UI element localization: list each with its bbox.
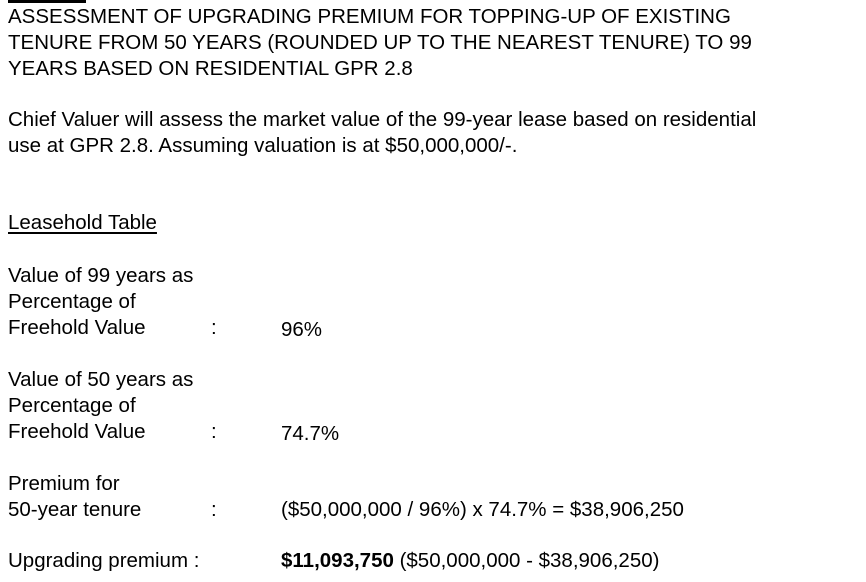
intro-paragraph: Chief Valuer will assess the market valu… — [8, 107, 860, 159]
leasehold-row-premium: Premium for 50-year tenure : ($50,000,00… — [8, 471, 860, 523]
title-line-2: TENURE FROM 50 YEARS (ROUNDED UP TO THE … — [8, 31, 752, 54]
row-label-line: Value of 99 years as — [8, 264, 194, 287]
intro-line-1: Chief Valuer will assess the market valu… — [8, 108, 757, 131]
row-value: 74.7% — [281, 422, 340, 445]
row-colon: : — [211, 420, 217, 443]
row-label: Premium for 50-year tenure — [8, 471, 860, 523]
row-colon: : — [211, 316, 217, 339]
row-label-line: Premium for — [8, 472, 120, 495]
leasehold-row-50-years: Value of 50 years as Percentage of Freeh… — [8, 367, 860, 445]
leasehold-row-99-years: Value of 99 years as Percentage of Freeh… — [8, 263, 860, 341]
upgrading-premium-amount: $11,093,750 — [281, 549, 394, 572]
row-label-line: Upgrading premium : — [8, 549, 200, 572]
row-label-line: Percentage of — [8, 290, 136, 313]
row-label: Value of 50 years as Percentage of Freeh… — [8, 367, 860, 445]
row-label-line: 50-year tenure — [8, 498, 142, 521]
leasehold-row-upgrading-premium: Upgrading premium : $11,093,750 ($50,000… — [8, 548, 860, 574]
row-label-line: Percentage of — [8, 394, 136, 417]
row-label-line: Freehold Value — [8, 420, 146, 443]
intro-line-2: use at GPR 2.8. Assuming valuation is at… — [8, 134, 518, 157]
title-line-3: YEARS BASED ON RESIDENTIAL GPR 2.8 — [8, 57, 413, 80]
top-rule — [8, 0, 86, 3]
row-colon: : — [211, 498, 217, 521]
section-heading: Leasehold Table — [8, 211, 157, 234]
row-label-line: Value of 50 years as — [8, 368, 194, 391]
title-line-1: ASSESSMENT OF UPGRADING PREMIUM FOR TOPP… — [8, 5, 731, 28]
upgrading-premium-formula: ($50,000,000 - $38,906,250) — [393, 549, 660, 572]
row-value: ($50,000,000 / 96%) x 74.7% = $38,906,25… — [281, 498, 684, 521]
row-value: $11,093,750 ($50,000,000 - $38,906,250) — [281, 548, 659, 574]
row-label: Upgrading premium : — [8, 548, 860, 574]
row-label-line: Freehold Value — [8, 316, 146, 339]
document-title: ASSESSMENT OF UPGRADING PREMIUM FOR TOPP… — [8, 4, 860, 82]
row-label: Value of 99 years as Percentage of Freeh… — [8, 263, 860, 341]
row-value: 96% — [281, 318, 323, 341]
